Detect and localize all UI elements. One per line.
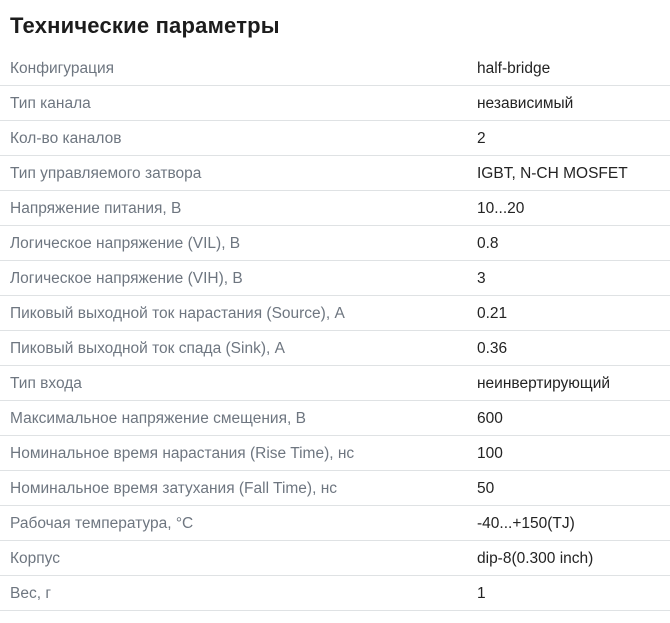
parameter-name: Вес, г	[10, 584, 51, 602]
page-title: Технические параметры	[10, 13, 280, 38]
parameter-name: Максимальное напряжение смещения, В	[10, 409, 306, 427]
table-row: Номинальное время нарастания (Rise Time)…	[0, 436, 670, 471]
table-row: Логическое напряжение (VIL), В 0.8	[0, 226, 670, 261]
parameter-name: Рабочая температура, °С	[10, 514, 194, 532]
table-row: Логическое напряжение (VIH), В 3	[0, 261, 670, 296]
table-row: Рабочая температура, °С -40...+150(TJ)	[0, 506, 670, 541]
parameter-name: Напряжение питания, В	[10, 199, 182, 217]
table-row: Тип канала независимый	[0, 86, 670, 121]
parameter-value: dip-8(0.300 inch)	[477, 549, 594, 567]
parameter-value: IGBT, N-CH MOSFET	[477, 164, 628, 182]
parameter-value: 0.21	[477, 304, 508, 322]
parameter-value: half-bridge	[477, 59, 551, 77]
parameter-name: Тип входа	[10, 374, 82, 392]
parameter-value: независимый	[477, 94, 574, 112]
table-row: Пиковый выходной ток нарастания (Source)…	[0, 296, 670, 331]
table-row: Вес, г 1	[0, 576, 670, 611]
table-row: Тип управляемого затвора IGBT, N-CH MOSF…	[0, 156, 670, 191]
table-row: Конфигурация half-bridge	[0, 51, 670, 86]
parameter-name: Тип канала	[10, 94, 91, 112]
parameter-value: 3	[477, 269, 486, 287]
parameter-name: Пиковый выходной ток нарастания (Source)…	[10, 304, 345, 322]
parameter-value: 2	[477, 129, 486, 147]
parameter-name: Конфигурация	[10, 59, 115, 77]
parameter-value: 100	[477, 444, 503, 462]
table-row: Кол-во каналов 2	[0, 121, 670, 156]
parameter-name: Тип управляемого затвора	[10, 164, 202, 182]
parameter-name: Корпус	[10, 549, 60, 567]
parameter-value: неинвертирующий	[477, 374, 611, 392]
table-row: Корпус dip-8(0.300 inch)	[0, 541, 670, 576]
table-row: Напряжение питания, В 10...20	[0, 191, 670, 226]
parameter-value: 600	[477, 409, 503, 427]
parameter-value: 50	[477, 479, 495, 497]
parameter-name: Пиковый выходной ток спада (Sink), А	[10, 339, 285, 357]
parameter-name: Номинальное время затухания (Fall Time),…	[10, 479, 338, 497]
table-row: Тип входа неинвертирующий	[0, 366, 670, 401]
table-row: Пиковый выходной ток спада (Sink), А 0.3…	[0, 331, 670, 366]
table-row: Максимальное напряжение смещения, В 600	[0, 401, 670, 436]
parameter-name: Логическое напряжение (VIH), В	[10, 269, 243, 287]
table-row: Номинальное время затухания (Fall Time),…	[0, 471, 670, 506]
parameter-name: Кол-во каналов	[10, 129, 122, 147]
parameter-name: Логическое напряжение (VIL), В	[10, 234, 241, 252]
parameter-name: Номинальное время нарастания (Rise Time)…	[10, 444, 355, 462]
parameter-value: 1	[477, 584, 486, 602]
parameter-value: 0.36	[477, 339, 508, 357]
parameter-value: -40...+150(TJ)	[477, 514, 575, 532]
parameter-value: 0.8	[477, 234, 499, 252]
parameter-value: 10...20	[477, 199, 525, 217]
parameters-table: Конфигурация half-bridge Тип канала неза…	[0, 51, 670, 611]
